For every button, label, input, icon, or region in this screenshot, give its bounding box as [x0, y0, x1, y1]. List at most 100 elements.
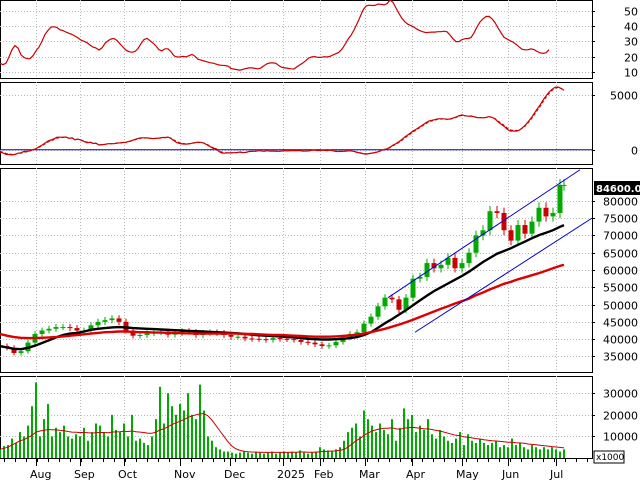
- volume-bar: [235, 453, 237, 458]
- volume-bar: [275, 453, 277, 458]
- volume-tick-label: 30000: [603, 388, 638, 401]
- candle-body: [305, 341, 311, 343]
- candle-body: [389, 297, 395, 300]
- candle-body: [354, 332, 360, 334]
- volume-bar: [399, 427, 401, 458]
- volume-bar: [39, 436, 41, 458]
- volume-bar: [0, 449, 1, 458]
- candle-body: [298, 339, 304, 342]
- volume-bar: [479, 438, 481, 458]
- ma-short-line: [0, 223, 565, 351]
- volume-bar: [351, 427, 353, 458]
- volume-bar: [327, 450, 329, 458]
- volume-bar: [179, 404, 181, 458]
- volume-bar: [51, 436, 53, 458]
- candle-body: [102, 320, 108, 322]
- volume-bar: [199, 384, 201, 458]
- volume-bar: [151, 436, 153, 458]
- price-tick-label: 60000: [603, 265, 638, 278]
- channel-lower-line: [414, 217, 593, 333]
- x-axis-label: Mar: [359, 468, 380, 481]
- volume-bar: [255, 451, 257, 458]
- x-axis-label: Nov: [174, 468, 196, 481]
- volume-bar: [15, 442, 17, 458]
- volume-bar: [475, 442, 477, 458]
- volume-bar: [331, 451, 333, 458]
- candle-body: [403, 297, 409, 310]
- candle-body: [67, 327, 73, 329]
- volume-bar: [531, 445, 533, 458]
- volume-bar: [191, 414, 193, 458]
- candle-body: [116, 318, 122, 322]
- volume-bar: [127, 436, 129, 458]
- candle-body: [561, 184, 567, 186]
- x-axis-label: Feb: [314, 468, 333, 481]
- volume-bar: [47, 404, 49, 458]
- volume-bar: [267, 452, 269, 458]
- macd-signal-line: [0, 86, 565, 155]
- volume-bar: [303, 452, 305, 458]
- volume-bar: [551, 447, 553, 458]
- volume-bar: [371, 425, 373, 458]
- candle-body: [319, 344, 325, 347]
- volume-bar: [379, 423, 381, 458]
- volume-bar: [171, 406, 173, 458]
- volume-bar: [219, 449, 221, 458]
- volume-bar: [147, 445, 149, 458]
- candle-body: [424, 263, 430, 277]
- volume-bar: [383, 429, 385, 458]
- volume-bar: [23, 436, 25, 458]
- volume-bar: [307, 453, 309, 458]
- candle-body: [515, 225, 521, 241]
- volume-panel: 10000 20000 30000: [0, 376, 638, 459]
- volume-bar: [499, 447, 501, 458]
- candle-body: [53, 327, 59, 329]
- candle-body: [508, 230, 514, 241]
- volume-tick-label: 10000: [603, 431, 638, 444]
- volume-bar: [439, 429, 441, 458]
- volume-bar: [435, 438, 437, 458]
- candle-body: [291, 339, 297, 341]
- volume-bar: [195, 419, 197, 458]
- candle-body: [438, 264, 444, 269]
- candle-body: [312, 342, 318, 345]
- candle-body: [452, 257, 458, 269]
- rsi-tick-label: 20: [624, 52, 638, 65]
- volume-bar: [75, 434, 77, 458]
- volume-bar: [7, 445, 9, 458]
- candle-body: [144, 333, 150, 336]
- volume-bar: [315, 451, 317, 458]
- price-tick-label: 50000: [603, 300, 638, 313]
- price-tick-label: 70000: [603, 230, 638, 243]
- channel-upper-line: [387, 169, 581, 299]
- candle-body: [228, 335, 234, 337]
- volume-bar: [107, 436, 109, 458]
- x-axis-label: Apr: [406, 468, 426, 481]
- volume-unit-label: x1000: [596, 453, 625, 463]
- x-axis-label: Jul: [549, 468, 563, 481]
- candle-body: [137, 335, 143, 337]
- volume-bar: [487, 445, 489, 458]
- volume-bar: [471, 440, 473, 458]
- volume-bar: [375, 432, 377, 458]
- volume-tick-label: 20000: [603, 410, 638, 423]
- volume-bar: [215, 447, 217, 458]
- volume-unit-frame: [593, 450, 625, 464]
- macd-frame: [0, 82, 593, 165]
- macd-tick-label: 5000: [610, 90, 638, 103]
- volume-bar: [187, 393, 189, 458]
- volume-bar: [287, 452, 289, 458]
- candle-body: [130, 330, 136, 336]
- candle-body: [494, 211, 500, 213]
- volume-bar: [507, 447, 509, 458]
- candle-body: [123, 321, 129, 331]
- x-axis-label: Jun: [501, 468, 519, 481]
- volume-bar: [323, 449, 325, 458]
- x-axis-label: 2025: [277, 468, 305, 481]
- volume-ma-line: [0, 413, 565, 453]
- volume-bar: [367, 419, 369, 458]
- volume-bar: [115, 429, 117, 458]
- candle-body: [109, 318, 115, 321]
